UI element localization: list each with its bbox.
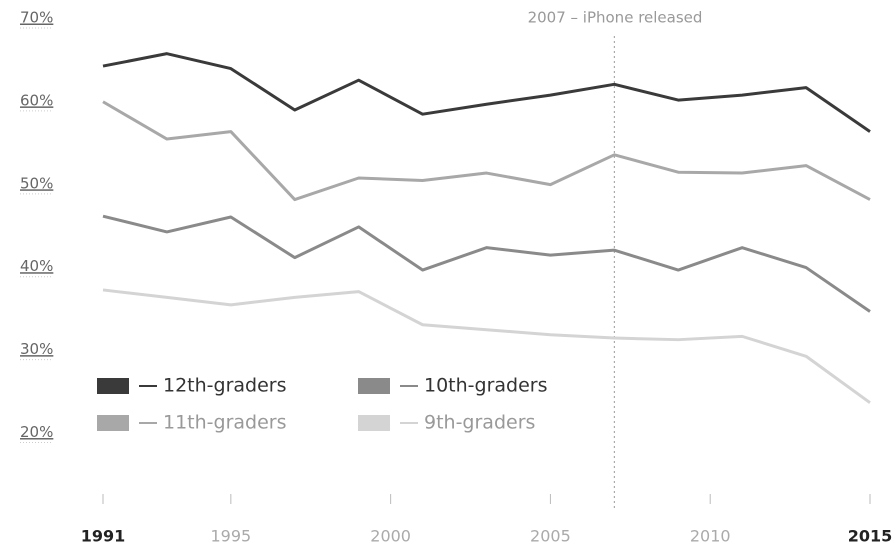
series-line [102, 214, 871, 313]
legend-swatch [97, 378, 129, 394]
legend-label: 12th-graders [163, 375, 287, 397]
y-tick-label: 60% [20, 91, 53, 109]
x-tick-label: 1991 [81, 527, 126, 546]
x-tick-label: 2000 [370, 527, 411, 546]
y-tick-label: 30% [20, 340, 53, 358]
series-line [102, 52, 871, 133]
y-tick-label: 50% [20, 174, 53, 192]
legend-label: 10th-graders [424, 375, 548, 397]
series-line [102, 288, 871, 404]
legend-label: 11th-graders [163, 412, 287, 434]
legend-swatch [97, 415, 129, 431]
y-tick-label: 20% [20, 423, 53, 441]
legend-label: 9th-graders [424, 412, 535, 434]
x-tick-label: 2010 [690, 527, 731, 546]
y-tick-label: 40% [20, 257, 53, 275]
x-tick-label: 1995 [210, 527, 251, 546]
legend-swatch [358, 378, 390, 394]
series-line [102, 100, 871, 202]
legend-swatch [358, 415, 390, 431]
x-tick-label: 2015 [848, 527, 893, 546]
x-tick-label: 2005 [530, 527, 571, 546]
y-tick-label: 70% [20, 9, 53, 27]
annotation: 2007 – iPhone released [528, 9, 703, 27]
